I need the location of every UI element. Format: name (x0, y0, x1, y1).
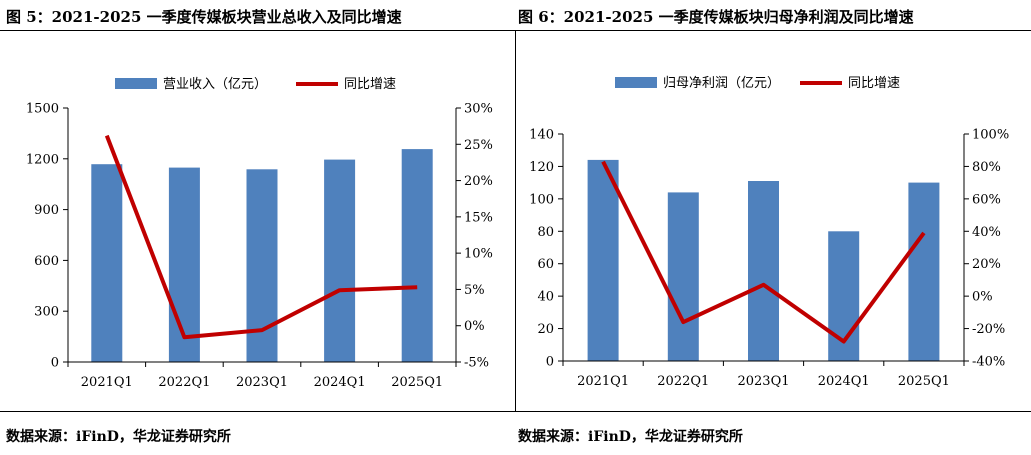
bar (587, 159, 619, 361)
legend-bar-label: 营业收入（亿元） (163, 77, 267, 92)
y2-tick-label: 10% (464, 247, 493, 262)
x-tick-label: 2023Q1 (236, 375, 288, 390)
y2-tick-label: 15% (464, 210, 493, 225)
y2-tick-label: 100% (972, 128, 1009, 143)
x-tick-label: 2021Q1 (81, 375, 133, 390)
y2-tick-label: 20% (972, 257, 1001, 272)
bar (324, 159, 356, 362)
top-rule (0, 30, 1031, 31)
x-tick-label: 2023Q1 (737, 374, 789, 389)
y-tick-label: 40 (537, 290, 554, 305)
right-source-note: 数据来源：iFinD，华龙证券研究所 (518, 429, 743, 445)
y-tick-label: 0 (51, 356, 59, 371)
y2-tick-label: 60% (972, 192, 1001, 207)
bar (667, 192, 699, 361)
y-tick-label: 1200 (26, 152, 59, 167)
y-tick-label: 300 (34, 305, 59, 320)
left-figure-title: 图 5：2021-2025 一季度传媒板块营业总收入及同比增速 (6, 8, 402, 26)
bar (168, 167, 200, 362)
bar (908, 182, 940, 361)
y-tick-label: 20 (537, 322, 554, 337)
y2-tick-label: 20% (464, 174, 493, 189)
legend-line-label: 同比增速 (848, 76, 900, 91)
x-tick-label: 2022Q1 (158, 375, 210, 390)
chart-2: 0 20 40 60 80 100 120 140 -40% -20% 0% 20% 40% 60% 80%… (529, 76, 1009, 389)
legend-bar-swatch (115, 78, 157, 89)
y2-tick-label: -20% (972, 322, 1005, 337)
y2-tick-label: 0% (464, 319, 485, 334)
x-tick-label: 2022Q1 (657, 374, 709, 389)
y-tick-label: 100 (529, 192, 554, 207)
x-tick-label: 2025Q1 (391, 375, 443, 390)
y2-tick-label: 30% (464, 102, 493, 117)
x-tick-label: 2021Q1 (577, 374, 629, 389)
y-tick-label: 80 (537, 225, 554, 240)
y2-tick-label: 5% (464, 283, 485, 298)
panel-divider (515, 31, 516, 411)
y-tick-label: 60 (537, 257, 554, 272)
y2-tick-label: 25% (464, 138, 493, 153)
legend-bar-label: 归母净利润（亿元） (663, 76, 780, 91)
y-tick-label: 140 (529, 128, 554, 143)
y2-tick-label: 80% (972, 160, 1001, 175)
y2-tick-label: 0% (972, 290, 993, 305)
y2-tick-label: -5% (464, 356, 489, 371)
y-tick-label: 1500 (26, 102, 59, 117)
bar (401, 149, 433, 362)
left-source-note: 数据来源：iFinD，华龙证券研究所 (6, 429, 231, 445)
y-tick-label: 0 (546, 355, 554, 370)
y-tick-label: 600 (34, 254, 59, 269)
right-figure-title: 图 6：2021-2025 一季度传媒板块归母净利润及同比增速 (518, 8, 914, 26)
bar (91, 164, 123, 362)
y-tick-label: 120 (529, 160, 554, 175)
chart-1: 0 300 600 900 1200 1500 -5% 0% 5% 10% 15% 20% 25% 30%… (26, 77, 493, 390)
y2-tick-label: -40% (972, 355, 1005, 370)
x-tick-label: 2024Q1 (314, 375, 366, 390)
x-tick-label: 2025Q1 (898, 374, 950, 389)
legend-line-label: 同比增速 (344, 77, 396, 92)
x-tick-label: 2024Q1 (818, 374, 870, 389)
legend-bar-swatch (615, 77, 657, 88)
y2-tick-label: 40% (972, 225, 1001, 240)
bar (748, 181, 779, 361)
bottom-rule (0, 411, 1031, 412)
y-tick-label: 900 (34, 203, 59, 218)
